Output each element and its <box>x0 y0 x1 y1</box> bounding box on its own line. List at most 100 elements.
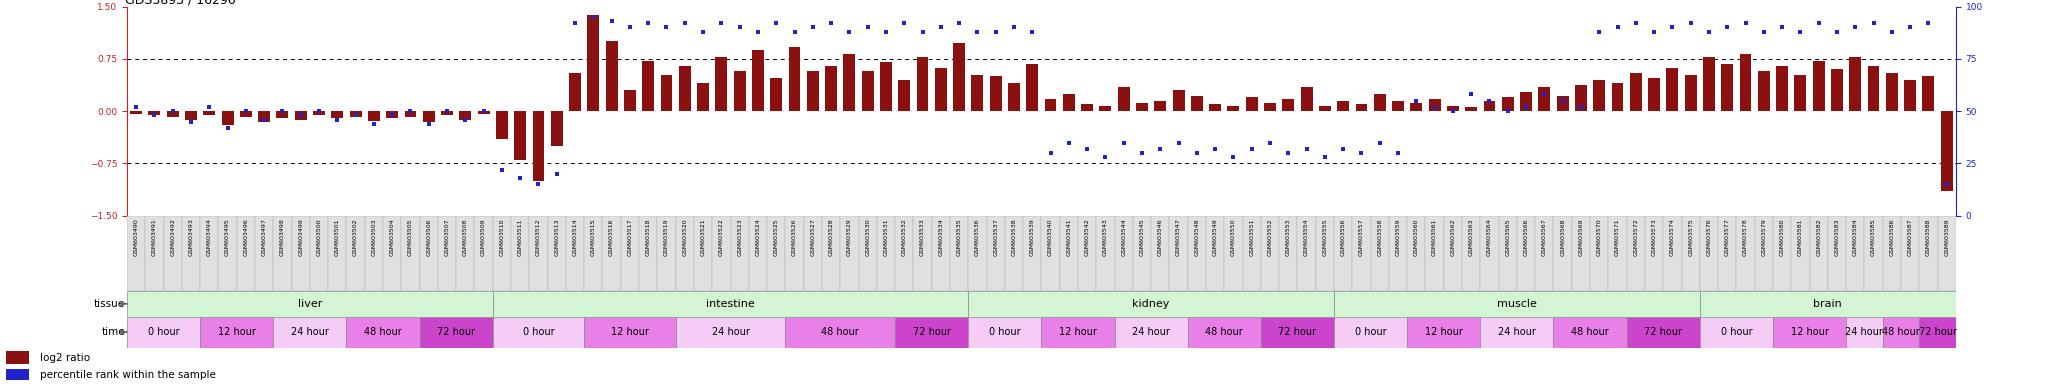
Text: GSM603568: GSM603568 <box>1561 218 1565 256</box>
Bar <box>1755 216 1774 291</box>
Bar <box>147 111 160 115</box>
Text: GSM603521: GSM603521 <box>700 218 707 256</box>
Bar <box>1206 216 1225 291</box>
Text: 72 hour: 72 hour <box>436 327 475 337</box>
Bar <box>1262 216 1280 291</box>
Text: GSM603538: GSM603538 <box>1012 218 1016 256</box>
Point <box>1071 146 1104 152</box>
Bar <box>1593 80 1606 111</box>
Text: 48 hour: 48 hour <box>821 327 858 337</box>
Point <box>1346 150 1378 156</box>
Bar <box>477 111 489 114</box>
Bar <box>203 111 215 115</box>
Bar <box>731 216 750 291</box>
Bar <box>1538 87 1550 111</box>
Text: 48 hour: 48 hour <box>365 327 401 337</box>
Bar <box>987 216 1006 291</box>
Text: 0 hour: 0 hour <box>1720 327 1753 337</box>
Bar <box>1845 317 1882 348</box>
Bar <box>1868 66 1880 111</box>
Bar <box>1333 291 1700 317</box>
Point <box>1565 104 1597 110</box>
Text: GSM603562: GSM603562 <box>1450 218 1456 256</box>
Point <box>889 20 922 26</box>
Point <box>1692 28 1724 35</box>
Text: 72 hour: 72 hour <box>1919 327 1956 337</box>
Bar <box>401 216 420 291</box>
Point <box>614 24 647 30</box>
Bar <box>201 317 272 348</box>
Text: GSM603519: GSM603519 <box>664 218 670 256</box>
Bar <box>821 216 840 291</box>
Point <box>834 28 866 35</box>
Bar <box>969 291 1333 317</box>
Bar <box>1096 216 1114 291</box>
Text: percentile rank within the sample: percentile rank within the sample <box>41 370 217 380</box>
Text: GSM603530: GSM603530 <box>864 218 870 256</box>
Bar <box>1114 317 1188 348</box>
Bar <box>932 216 950 291</box>
Text: GSM603580: GSM603580 <box>1780 218 1784 256</box>
Bar <box>895 216 913 291</box>
Text: GSM603559: GSM603559 <box>1395 218 1401 256</box>
Bar <box>1571 216 1589 291</box>
Text: GSM603492: GSM603492 <box>170 218 176 256</box>
Bar <box>1077 216 1096 291</box>
Point <box>393 108 426 114</box>
Bar <box>639 216 657 291</box>
Point <box>979 28 1012 35</box>
Bar <box>365 216 383 291</box>
Text: GSM603556: GSM603556 <box>1341 218 1346 256</box>
Point <box>1491 108 1524 114</box>
Bar <box>643 61 653 111</box>
Bar <box>676 216 694 291</box>
Point <box>1638 28 1671 35</box>
Bar <box>1118 87 1130 111</box>
Bar <box>913 216 932 291</box>
Text: 0 hour: 0 hour <box>1356 327 1386 337</box>
Text: GSM603517: GSM603517 <box>627 218 633 256</box>
Bar <box>420 216 438 291</box>
Bar <box>1776 66 1788 111</box>
Bar <box>494 291 969 317</box>
Bar <box>512 216 528 291</box>
Text: GSM603557: GSM603557 <box>1360 218 1364 256</box>
Bar <box>494 216 512 291</box>
Point <box>137 112 170 118</box>
Text: GSM603569: GSM603569 <box>1579 218 1583 256</box>
Bar <box>1337 101 1350 111</box>
Bar <box>621 216 639 291</box>
Bar <box>219 216 238 291</box>
Point <box>1126 150 1159 156</box>
Bar <box>1612 83 1624 111</box>
Bar <box>606 41 618 111</box>
Bar <box>1137 103 1149 111</box>
Bar <box>272 216 291 291</box>
Text: GSM603506: GSM603506 <box>426 218 432 256</box>
Bar <box>1280 216 1298 291</box>
Point <box>1108 139 1141 146</box>
Text: GSM603527: GSM603527 <box>811 218 815 256</box>
Bar <box>588 15 600 111</box>
Text: GSM603572: GSM603572 <box>1634 218 1638 256</box>
Text: 24 hour: 24 hour <box>1133 327 1169 337</box>
Point <box>340 112 373 118</box>
Text: GSM603543: GSM603543 <box>1104 218 1108 256</box>
Bar <box>1298 216 1315 291</box>
Bar <box>1686 75 1696 111</box>
Text: GSM603500: GSM603500 <box>317 218 322 256</box>
Text: 12 hour: 12 hour <box>217 327 256 337</box>
Bar <box>1536 216 1554 291</box>
Text: GSM603515: GSM603515 <box>590 218 596 256</box>
Bar <box>332 111 344 118</box>
Point <box>905 28 938 35</box>
Bar <box>881 62 891 111</box>
Point <box>997 24 1030 30</box>
Bar <box>1554 216 1571 291</box>
Bar <box>715 57 727 111</box>
Bar <box>1040 317 1114 348</box>
Text: GSM603495: GSM603495 <box>225 218 229 256</box>
Text: GSM603554: GSM603554 <box>1305 218 1309 256</box>
Bar <box>1919 317 1956 348</box>
Bar <box>1063 94 1075 111</box>
